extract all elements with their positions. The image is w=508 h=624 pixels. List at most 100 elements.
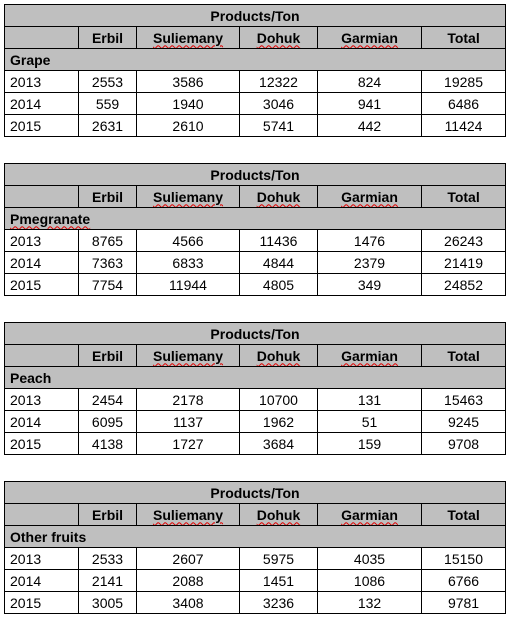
value-cell: 1086 — [317, 569, 422, 592]
column-header: Erbil — [78, 26, 137, 49]
column-header-row: Erbil Suliemany Dohuk Garmian Total — [4, 26, 507, 49]
column-header: Dohuk — [239, 503, 318, 526]
value-cell: 2379 — [317, 251, 422, 274]
value-cell: 4035 — [317, 547, 422, 570]
column-header-label: Suliemany — [152, 506, 224, 523]
value-cell: 2454 — [78, 388, 137, 411]
value-cell: 15463 — [420, 388, 507, 411]
category-label: Pmegranate — [3, 207, 507, 230]
year-cell: 2014 — [4, 92, 79, 115]
table-row: 2015 2631 2610 5741 442 11424 — [4, 114, 507, 137]
column-header-row: Erbil Suliemany Dohuk Garmian Total — [4, 344, 507, 367]
column-header-label: Erbil — [91, 347, 124, 364]
column-header-row: Erbil Suliemany Dohuk Garmian Total — [4, 185, 507, 208]
value-cell: 4805 — [239, 273, 318, 296]
value-cell: 11424 — [420, 114, 507, 137]
table-row: 2013 8765 4566 11436 1476 26243 — [4, 229, 507, 252]
column-header — [4, 185, 79, 208]
category-label: Grape — [3, 48, 507, 71]
column-header: Suliemany — [136, 344, 240, 367]
table-title-row: Products/Ton — [3, 163, 507, 186]
value-cell: 7363 — [78, 251, 137, 274]
year-cell: 2013 — [4, 229, 79, 252]
column-header: Total — [420, 185, 507, 208]
value-cell: 2610 — [136, 114, 240, 137]
year-cell: 2013 — [4, 388, 79, 411]
year-cell: 2013 — [4, 547, 79, 570]
fruit-table-0: Products/Ton Erbil Suliemany Dohuk Garmian To… — [3, 4, 507, 137]
year-cell: 2013 — [4, 70, 79, 93]
column-header-label: Erbil — [91, 506, 124, 523]
value-cell: 824 — [317, 70, 422, 93]
value-cell: 9245 — [420, 410, 507, 433]
year-cell: 2015 — [4, 432, 79, 455]
value-cell: 3005 — [78, 591, 137, 614]
value-cell: 4844 — [239, 251, 318, 274]
column-header: Garmian — [317, 185, 422, 208]
value-cell: 11944 — [136, 273, 240, 296]
column-header: Garmian — [317, 26, 422, 49]
value-cell: 2178 — [136, 388, 240, 411]
category-row: Pmegranate — [3, 207, 507, 230]
category-label: Peach — [3, 366, 507, 389]
column-header-label: Dohuk — [256, 188, 301, 205]
table-title-row: Products/Ton — [3, 322, 507, 345]
category-row: Grape — [3, 48, 507, 71]
value-cell: 1451 — [239, 569, 318, 592]
column-header: Total — [420, 344, 507, 367]
value-cell: 2141 — [78, 569, 137, 592]
value-cell: 51 — [317, 410, 422, 433]
value-cell: 131 — [317, 388, 422, 411]
column-header-label: Garmian — [341, 29, 398, 46]
value-cell: 3046 — [239, 92, 318, 115]
value-cell: 4138 — [78, 432, 137, 455]
column-header — [4, 26, 79, 49]
table-row: 2014 2141 2088 1451 1086 6766 — [4, 569, 507, 592]
table-row: 2013 2533 2607 5975 4035 15150 — [4, 547, 507, 570]
table-title: Products/Ton — [3, 4, 507, 27]
year-cell: 2014 — [4, 410, 79, 433]
value-cell: 8765 — [78, 229, 137, 252]
value-cell: 559 — [78, 92, 137, 115]
value-cell: 6833 — [136, 251, 240, 274]
table-row: 2014 6095 1137 1962 51 9245 — [4, 410, 507, 433]
column-header-label: Total — [447, 188, 480, 205]
table-row: 2013 2454 2178 10700 131 15463 — [4, 388, 507, 411]
category-text: Other fruits — [10, 528, 87, 545]
table-title: Products/Ton — [3, 322, 507, 345]
column-header: Erbil — [78, 503, 137, 526]
column-header-label: Garmian — [341, 188, 398, 205]
category-text: Grape — [10, 51, 51, 68]
table-title: Products/Ton — [3, 481, 507, 504]
column-header-label: Garmian — [341, 506, 398, 523]
value-cell: 2631 — [78, 114, 137, 137]
value-cell: 2088 — [136, 569, 240, 592]
column-header: Dohuk — [239, 185, 318, 208]
value-cell: 9708 — [420, 432, 507, 455]
value-cell: 3408 — [136, 591, 240, 614]
value-cell: 1940 — [136, 92, 240, 115]
category-text: Pmegranate — [10, 210, 91, 227]
value-cell: 1962 — [239, 410, 318, 433]
table-title: Products/Ton — [3, 163, 507, 186]
value-cell: 4566 — [136, 229, 240, 252]
column-header-label: Suliemany — [152, 188, 224, 205]
column-header: Suliemany — [136, 26, 240, 49]
category-row: Other fruits — [3, 525, 507, 548]
column-header: Total — [420, 26, 507, 49]
category-label: Other fruits — [3, 525, 507, 548]
value-cell: 1727 — [136, 432, 240, 455]
value-cell: 2533 — [78, 547, 137, 570]
value-cell: 159 — [317, 432, 422, 455]
value-cell: 2607 — [136, 547, 240, 570]
table-title-row: Products/Ton — [3, 4, 507, 27]
year-cell: 2015 — [4, 114, 79, 137]
year-cell: 2015 — [4, 591, 79, 614]
value-cell: 19285 — [420, 70, 507, 93]
value-cell: 15150 — [420, 547, 507, 570]
value-cell: 1476 — [317, 229, 422, 252]
column-header-label: Total — [447, 29, 480, 46]
value-cell: 5741 — [239, 114, 318, 137]
value-cell: 12322 — [239, 70, 318, 93]
year-cell: 2014 — [4, 569, 79, 592]
